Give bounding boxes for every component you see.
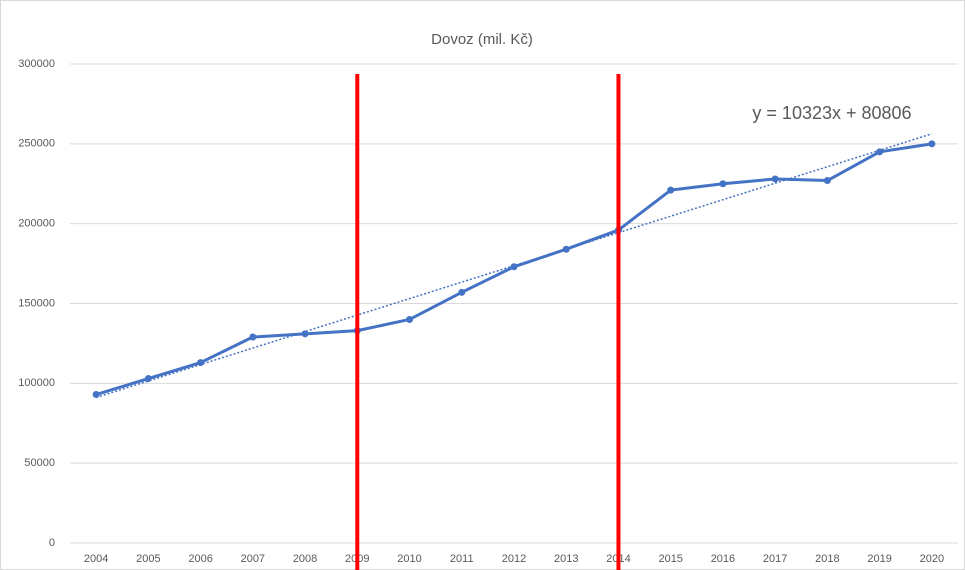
x-tick-label: 2004 <box>84 553 108 565</box>
data-point <box>562 245 570 253</box>
data-point <box>823 177 831 185</box>
data-point <box>510 263 518 271</box>
data-point <box>719 180 727 188</box>
data-point <box>92 391 100 399</box>
x-tick-label: 2005 <box>136 553 160 565</box>
data-point <box>458 288 466 296</box>
x-tick-label: 2007 <box>241 553 265 565</box>
data-point <box>144 375 152 383</box>
y-tick-label: 0 <box>49 537 55 549</box>
y-tick-label: 200000 <box>18 218 55 230</box>
x-tick-label: 2008 <box>293 553 317 565</box>
data-point <box>928 140 936 148</box>
y-tick-label: 100000 <box>18 377 55 389</box>
chart-title: Dovoz (mil. Kč) <box>431 31 533 48</box>
data-point <box>301 330 309 338</box>
x-tick-label: 2017 <box>763 553 787 565</box>
x-tick-label: 2016 <box>711 553 735 565</box>
y-tick-label: 250000 <box>18 138 55 150</box>
x-tick-label: 2006 <box>188 553 212 565</box>
y-tick-label: 300000 <box>18 58 55 70</box>
x-tick-label: 2012 <box>502 553 526 565</box>
data-point <box>876 148 884 156</box>
data-point <box>249 333 257 341</box>
data-point <box>667 186 675 194</box>
x-tick-label: 2010 <box>397 553 421 565</box>
x-tick-label: 2020 <box>920 553 944 565</box>
x-tick-label: 2013 <box>554 553 578 565</box>
y-tick-label: 50000 <box>24 457 55 469</box>
x-tick-label: 2011 <box>450 553 474 565</box>
data-point <box>406 315 414 323</box>
y-tick-label: 150000 <box>18 297 55 309</box>
data-point <box>197 359 205 367</box>
x-tick-label: 2019 <box>867 553 891 565</box>
trendline-equation: y = 10323x + 80806 <box>752 103 911 123</box>
x-tick-label: 2015 <box>658 553 682 565</box>
x-tick-label: 2018 <box>815 553 839 565</box>
data-point <box>771 175 779 183</box>
